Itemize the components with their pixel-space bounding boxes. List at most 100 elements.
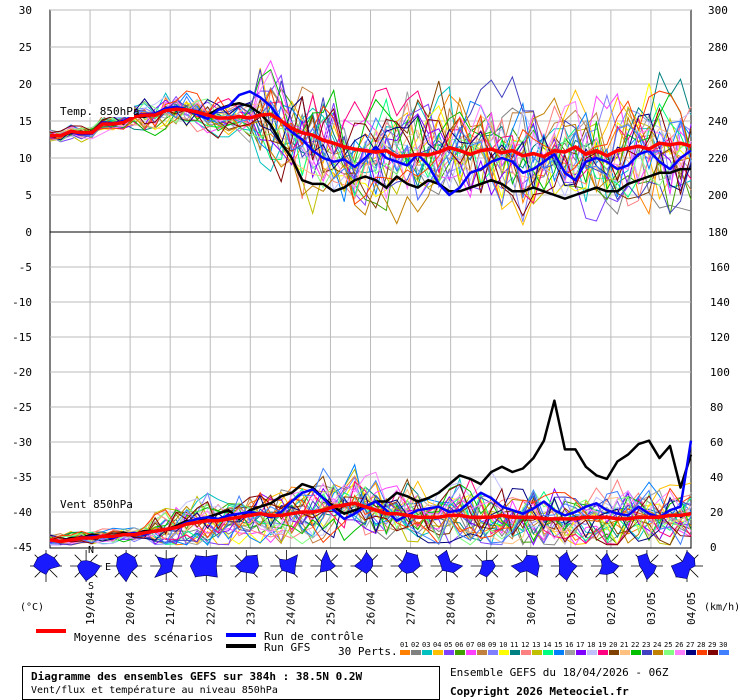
temperature-right-tick: 300 [708, 4, 728, 17]
wind-right-tick: 80 [710, 401, 723, 414]
wind-left-tick: -20 [12, 366, 32, 379]
perturbation-swatch [642, 650, 652, 655]
perturbation-number: 28 [697, 641, 705, 649]
compass-east-label: E [105, 562, 111, 573]
date-tick-label: 02/05 [605, 592, 618, 625]
temperature-left-tick: 20 [19, 78, 32, 91]
wind-rose-shape [598, 552, 620, 575]
perturbation-swatch [719, 650, 729, 655]
wind-rose-shape [397, 551, 421, 574]
wind-left-tick: -35 [12, 471, 32, 484]
perturbation-number: 15 [554, 641, 562, 649]
perturbation-number: 24 [653, 641, 661, 649]
wind-perturbation-line [49, 488, 692, 545]
wind-rose-shape [558, 551, 578, 581]
perturbation-number: 23 [642, 641, 650, 649]
perturbation-number: 30 [719, 641, 727, 649]
wind-left-tick: -30 [12, 436, 32, 449]
perturbation-swatch [455, 650, 465, 655]
wind-rose [430, 549, 464, 583]
wind-left-tick: -25 [12, 401, 32, 414]
wind-rose [510, 549, 543, 583]
perturbation-swatch [686, 650, 696, 655]
perturbation-swatch [554, 650, 564, 655]
compass-north-label: N [88, 545, 94, 556]
wind-perturbation-line [49, 467, 692, 546]
perturbation-number: 25 [664, 641, 672, 649]
temperature-perturbation-line [49, 68, 692, 191]
perturbation-number: 04 [433, 641, 441, 649]
wind-perturbation-line [49, 487, 692, 544]
wind-right-tick: 160 [710, 261, 730, 274]
date-tick-label: 22/04 [204, 592, 217, 625]
date-tick-label: 21/04 [164, 592, 177, 625]
wind-left-tick: -5 [19, 261, 32, 274]
temperature-mean-line [50, 107, 692, 159]
temperature-left-tick: 5 [25, 189, 32, 202]
date-tick-label: 24/04 [284, 592, 297, 625]
temperature-left-tick: 30 [19, 4, 32, 17]
temperature-right-tick: 180 [708, 226, 728, 239]
perturbation-number: 17 [576, 641, 584, 649]
wind-rose [110, 549, 143, 583]
wind-perturbation-line [49, 484, 692, 546]
wind-rose [270, 549, 303, 583]
wind-rose [230, 549, 263, 583]
temperature-perturbation-line [49, 87, 692, 215]
perturbation-swatch [609, 650, 619, 655]
date-tick-label: 30/04 [525, 592, 538, 625]
wind-rose-shape [478, 559, 496, 578]
perturbation-number: 20 [609, 641, 617, 649]
perturbation-swatch [521, 650, 531, 655]
temperature-panel-label: Temp. 850hPa [60, 105, 139, 118]
perturbation-swatch [620, 650, 630, 655]
perturbation-number: 09 [488, 641, 496, 649]
wind-perturbation-line [49, 483, 692, 546]
wind-rose-shape [33, 552, 61, 575]
perturbation-number: 05 [444, 641, 452, 649]
perturbation-swatch [499, 650, 509, 655]
temperature-left-tick: 10 [19, 152, 32, 165]
legend-gfs-label: Run GFS [264, 641, 310, 654]
perturbation-number: 02 [411, 641, 419, 649]
perturbation-number: 18 [587, 641, 595, 649]
perturbation-number: 08 [477, 641, 485, 649]
perturbation-swatch [411, 650, 421, 655]
wind-left-tick: -45 [12, 541, 32, 554]
copyright: Copyright 2026 Meteociel.fr [450, 685, 629, 698]
perturbation-number: 01 [400, 641, 408, 649]
wind-rose-shape [154, 556, 175, 578]
legend: Moyenne des scénarios Run de contrôle Ru… [36, 629, 729, 658]
perturbation-number: 26 [675, 641, 683, 649]
date-tick-label: 04/05 [685, 592, 698, 625]
run-info: Ensemble GEFS du 18/04/2026 - 06Z [450, 666, 669, 679]
wind-right-tick: 20 [710, 506, 723, 519]
perturbation-swatch [477, 650, 487, 655]
perturbation-number: 06 [455, 641, 463, 649]
perturbation-number: 29 [708, 641, 716, 649]
temperature-left-tick: 25 [19, 41, 32, 54]
temperature-right-tick: 200 [708, 189, 728, 202]
wind-rose [189, 549, 223, 583]
date-tick-label: 23/04 [244, 592, 257, 625]
perturbation-swatch [466, 650, 476, 655]
wind-roses: NES [30, 545, 703, 592]
date-tick-label: 03/05 [645, 592, 658, 625]
perturbation-swatch [565, 650, 575, 655]
wind-rose [30, 550, 62, 582]
wind-left-tick: -15 [12, 331, 32, 344]
footer-title: Diagramme des ensembles GEFS sur 384h : … [31, 670, 363, 683]
wind-rose-shape [279, 554, 298, 575]
temperature-right-tick: 260 [708, 78, 728, 91]
wind-rose [350, 550, 383, 582]
wind-rose [550, 549, 583, 583]
wind-rose-shape [189, 554, 218, 578]
legend-control-label: Run de contrôle [264, 630, 363, 643]
perturbation-swatch [664, 650, 674, 655]
temperature-right-tick: 240 [708, 115, 728, 128]
perturbation-number: 13 [532, 641, 540, 649]
date-tick-label: 19/04 [84, 592, 97, 625]
wind-rose [630, 549, 663, 583]
temperature-right-tick: 220 [708, 152, 728, 165]
